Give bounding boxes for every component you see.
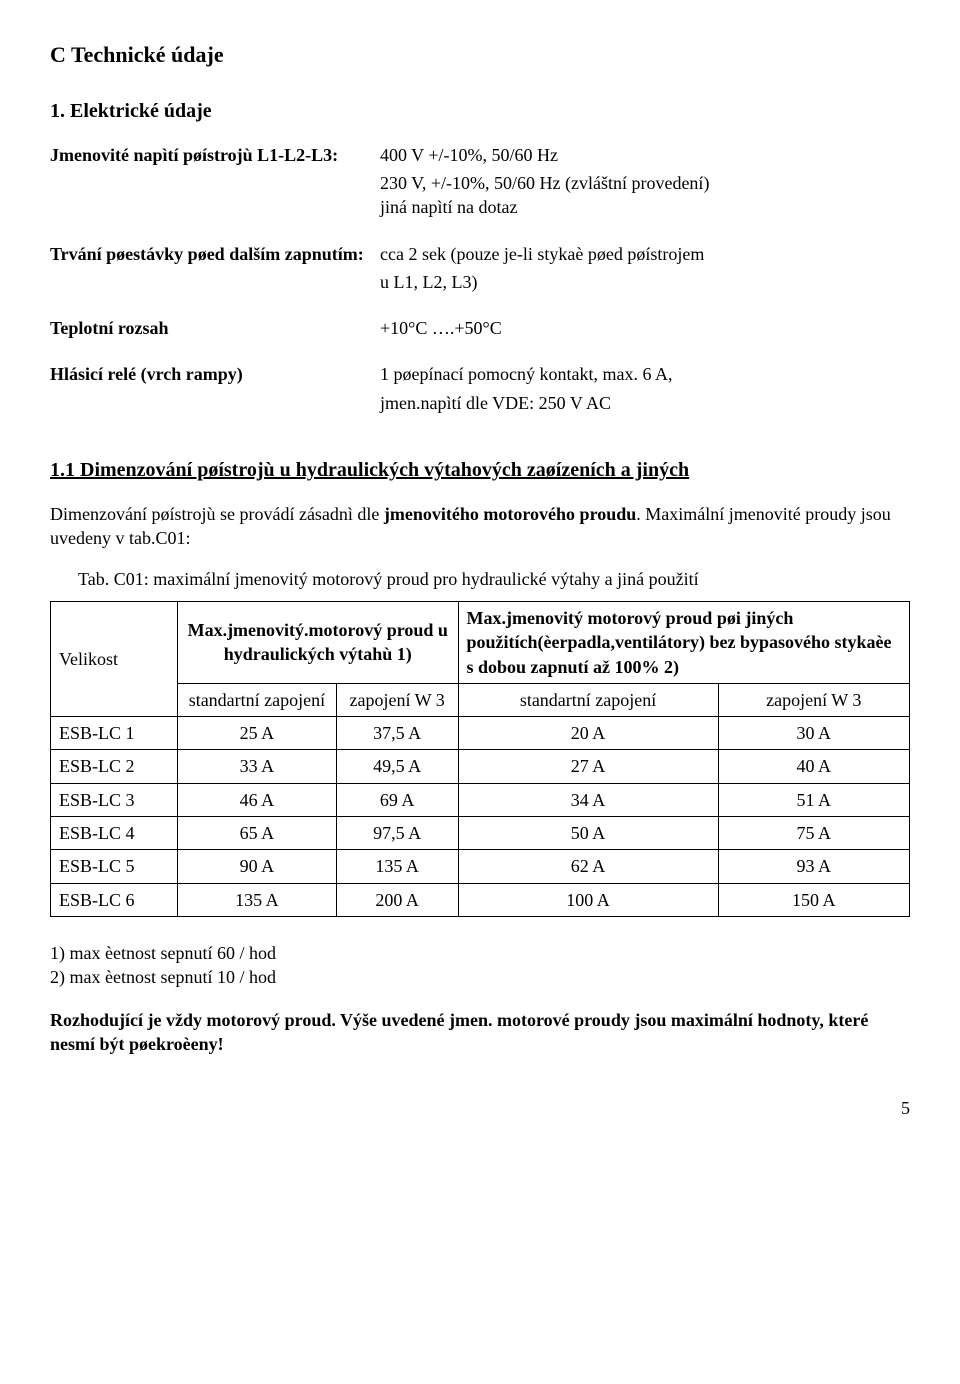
spec-delay-label: Trvání pøestávky pøed dalším zapnutím: — [50, 242, 380, 266]
spec-voltage-line1: 400 V +/-10%, 50/60 Hz — [380, 143, 910, 167]
th-sub-std-2: standartní zapojení — [458, 683, 718, 716]
spec-relay: Hlásicí relé (vrch rampy) 1 pøepínací po… — [50, 362, 910, 415]
table-row: ESB-LC 5 90 A 135 A 62 A 93 A — [51, 850, 910, 883]
section-c-title: C Technické údaje — [50, 40, 910, 70]
spec-delay: Trvání pøestávky pøed dalším zapnutím: c… — [50, 242, 910, 295]
spec-voltage-label: Jmenovité napìtí pøístrojù L1-L2-L3: — [50, 143, 380, 167]
cell-name: ESB-LC 1 — [51, 717, 178, 750]
footer-warning: Rozhodující je vždy motorový proud. Výše… — [50, 1008, 910, 1057]
cell-a: 33 A — [178, 750, 337, 783]
section-1-title: 1. Elektrické údaje — [50, 98, 910, 125]
cell-a: 25 A — [178, 717, 337, 750]
th-col1: Max.jmenovitý.motorový proud u hydraulic… — [178, 601, 459, 683]
table-row: ESB-LC 4 65 A 97,5 A 50 A 75 A — [51, 817, 910, 850]
spec-relay-value2: jmen.napìtí dle VDE: 250 V AC — [380, 391, 910, 415]
section-1-1-title: 1.1 Dimenzování pøístrojù u hydraulickýc… — [50, 457, 910, 484]
th-velikost: Velikost — [51, 601, 178, 716]
cell-d: 40 A — [718, 750, 909, 783]
cell-b: 135 A — [336, 850, 458, 883]
spec-delay-value1: cca 2 sek (pouze je-li stykaè pøed pøíst… — [380, 242, 910, 266]
cell-c: 27 A — [458, 750, 718, 783]
spec-temp-label: Teplotní rozsah — [50, 316, 380, 340]
footnotes: 1) max èetnost sepnutí 60 / hod 2) max è… — [50, 941, 910, 990]
cell-a: 90 A — [178, 850, 337, 883]
spec-relay-value1: 1 pøepínací pomocný kontakt, max. 6 A, — [380, 362, 910, 386]
cell-d: 75 A — [718, 817, 909, 850]
cell-b: 200 A — [336, 883, 458, 916]
table-row: ESB-LC 2 33 A 49,5 A 27 A 40 A — [51, 750, 910, 783]
spec-temp: Teplotní rozsah +10°C ….+50°C — [50, 316, 910, 340]
cell-b: 97,5 A — [336, 817, 458, 850]
cell-name: ESB-LC 2 — [51, 750, 178, 783]
cell-c: 100 A — [458, 883, 718, 916]
cell-name: ESB-LC 3 — [51, 783, 178, 816]
cell-d: 51 A — [718, 783, 909, 816]
table-row: ESB-LC 6 135 A 200 A 100 A 150 A — [51, 883, 910, 916]
spec-voltage-line2: 230 V, +/-10%, 50/60 Hz (zvláštní proved… — [380, 171, 910, 195]
th-sub-w3-1: zapojení W 3 — [336, 683, 458, 716]
cell-d: 93 A — [718, 850, 909, 883]
cell-c: 20 A — [458, 717, 718, 750]
cell-b: 37,5 A — [336, 717, 458, 750]
table-caption: Tab. C01: maximální jmenovitý motorový p… — [78, 567, 910, 591]
cell-name: ESB-LC 6 — [51, 883, 178, 916]
cell-name: ESB-LC 4 — [51, 817, 178, 850]
cell-d: 30 A — [718, 717, 909, 750]
page-number: 5 — [50, 1096, 910, 1120]
spec-voltage-line3: jiná napìtí na dotaz — [380, 195, 910, 219]
spec-voltage: Jmenovité napìtí pøístrojù L1-L2-L3: 400… — [50, 143, 910, 220]
th-sub-w3-2: zapojení W 3 — [718, 683, 909, 716]
footnote-2: 2) max èetnost sepnutí 10 / hod — [50, 965, 910, 989]
cell-c: 50 A — [458, 817, 718, 850]
table-header-row1: Velikost Max.jmenovitý.motorový proud u … — [51, 601, 910, 683]
cell-d: 150 A — [718, 883, 909, 916]
table-c01: Velikost Max.jmenovitý.motorový proud u … — [50, 601, 910, 917]
cell-a: 46 A — [178, 783, 337, 816]
table-row: ESB-LC 3 46 A 69 A 34 A 51 A — [51, 783, 910, 816]
spec-temp-value: +10°C ….+50°C — [380, 316, 910, 340]
cell-a: 65 A — [178, 817, 337, 850]
cell-b: 49,5 A — [336, 750, 458, 783]
cell-a: 135 A — [178, 883, 337, 916]
section-1-1-paragraph: Dimenzování pøístrojù se provádí zásadnì… — [50, 502, 910, 551]
table-row: ESB-LC 1 25 A 37,5 A 20 A 30 A — [51, 717, 910, 750]
spec-relay-label: Hlásicí relé (vrch rampy) — [50, 362, 380, 386]
table-header-row2: standartní zapojení zapojení W 3 standar… — [51, 683, 910, 716]
para-part1: Dimenzování pøístrojù se provádí zásadnì… — [50, 504, 384, 524]
cell-b: 69 A — [336, 783, 458, 816]
cell-c: 62 A — [458, 850, 718, 883]
th-sub-std-1: standartní zapojení — [178, 683, 337, 716]
cell-c: 34 A — [458, 783, 718, 816]
spec-delay-value2: u L1, L2, L3) — [380, 270, 910, 294]
footnote-1: 1) max èetnost sepnutí 60 / hod — [50, 941, 910, 965]
para-bold: jmenovitého motorového proudu — [384, 504, 636, 524]
th-col2: Max.jmenovitý motorový proud pøi jiných … — [458, 601, 910, 683]
cell-name: ESB-LC 5 — [51, 850, 178, 883]
